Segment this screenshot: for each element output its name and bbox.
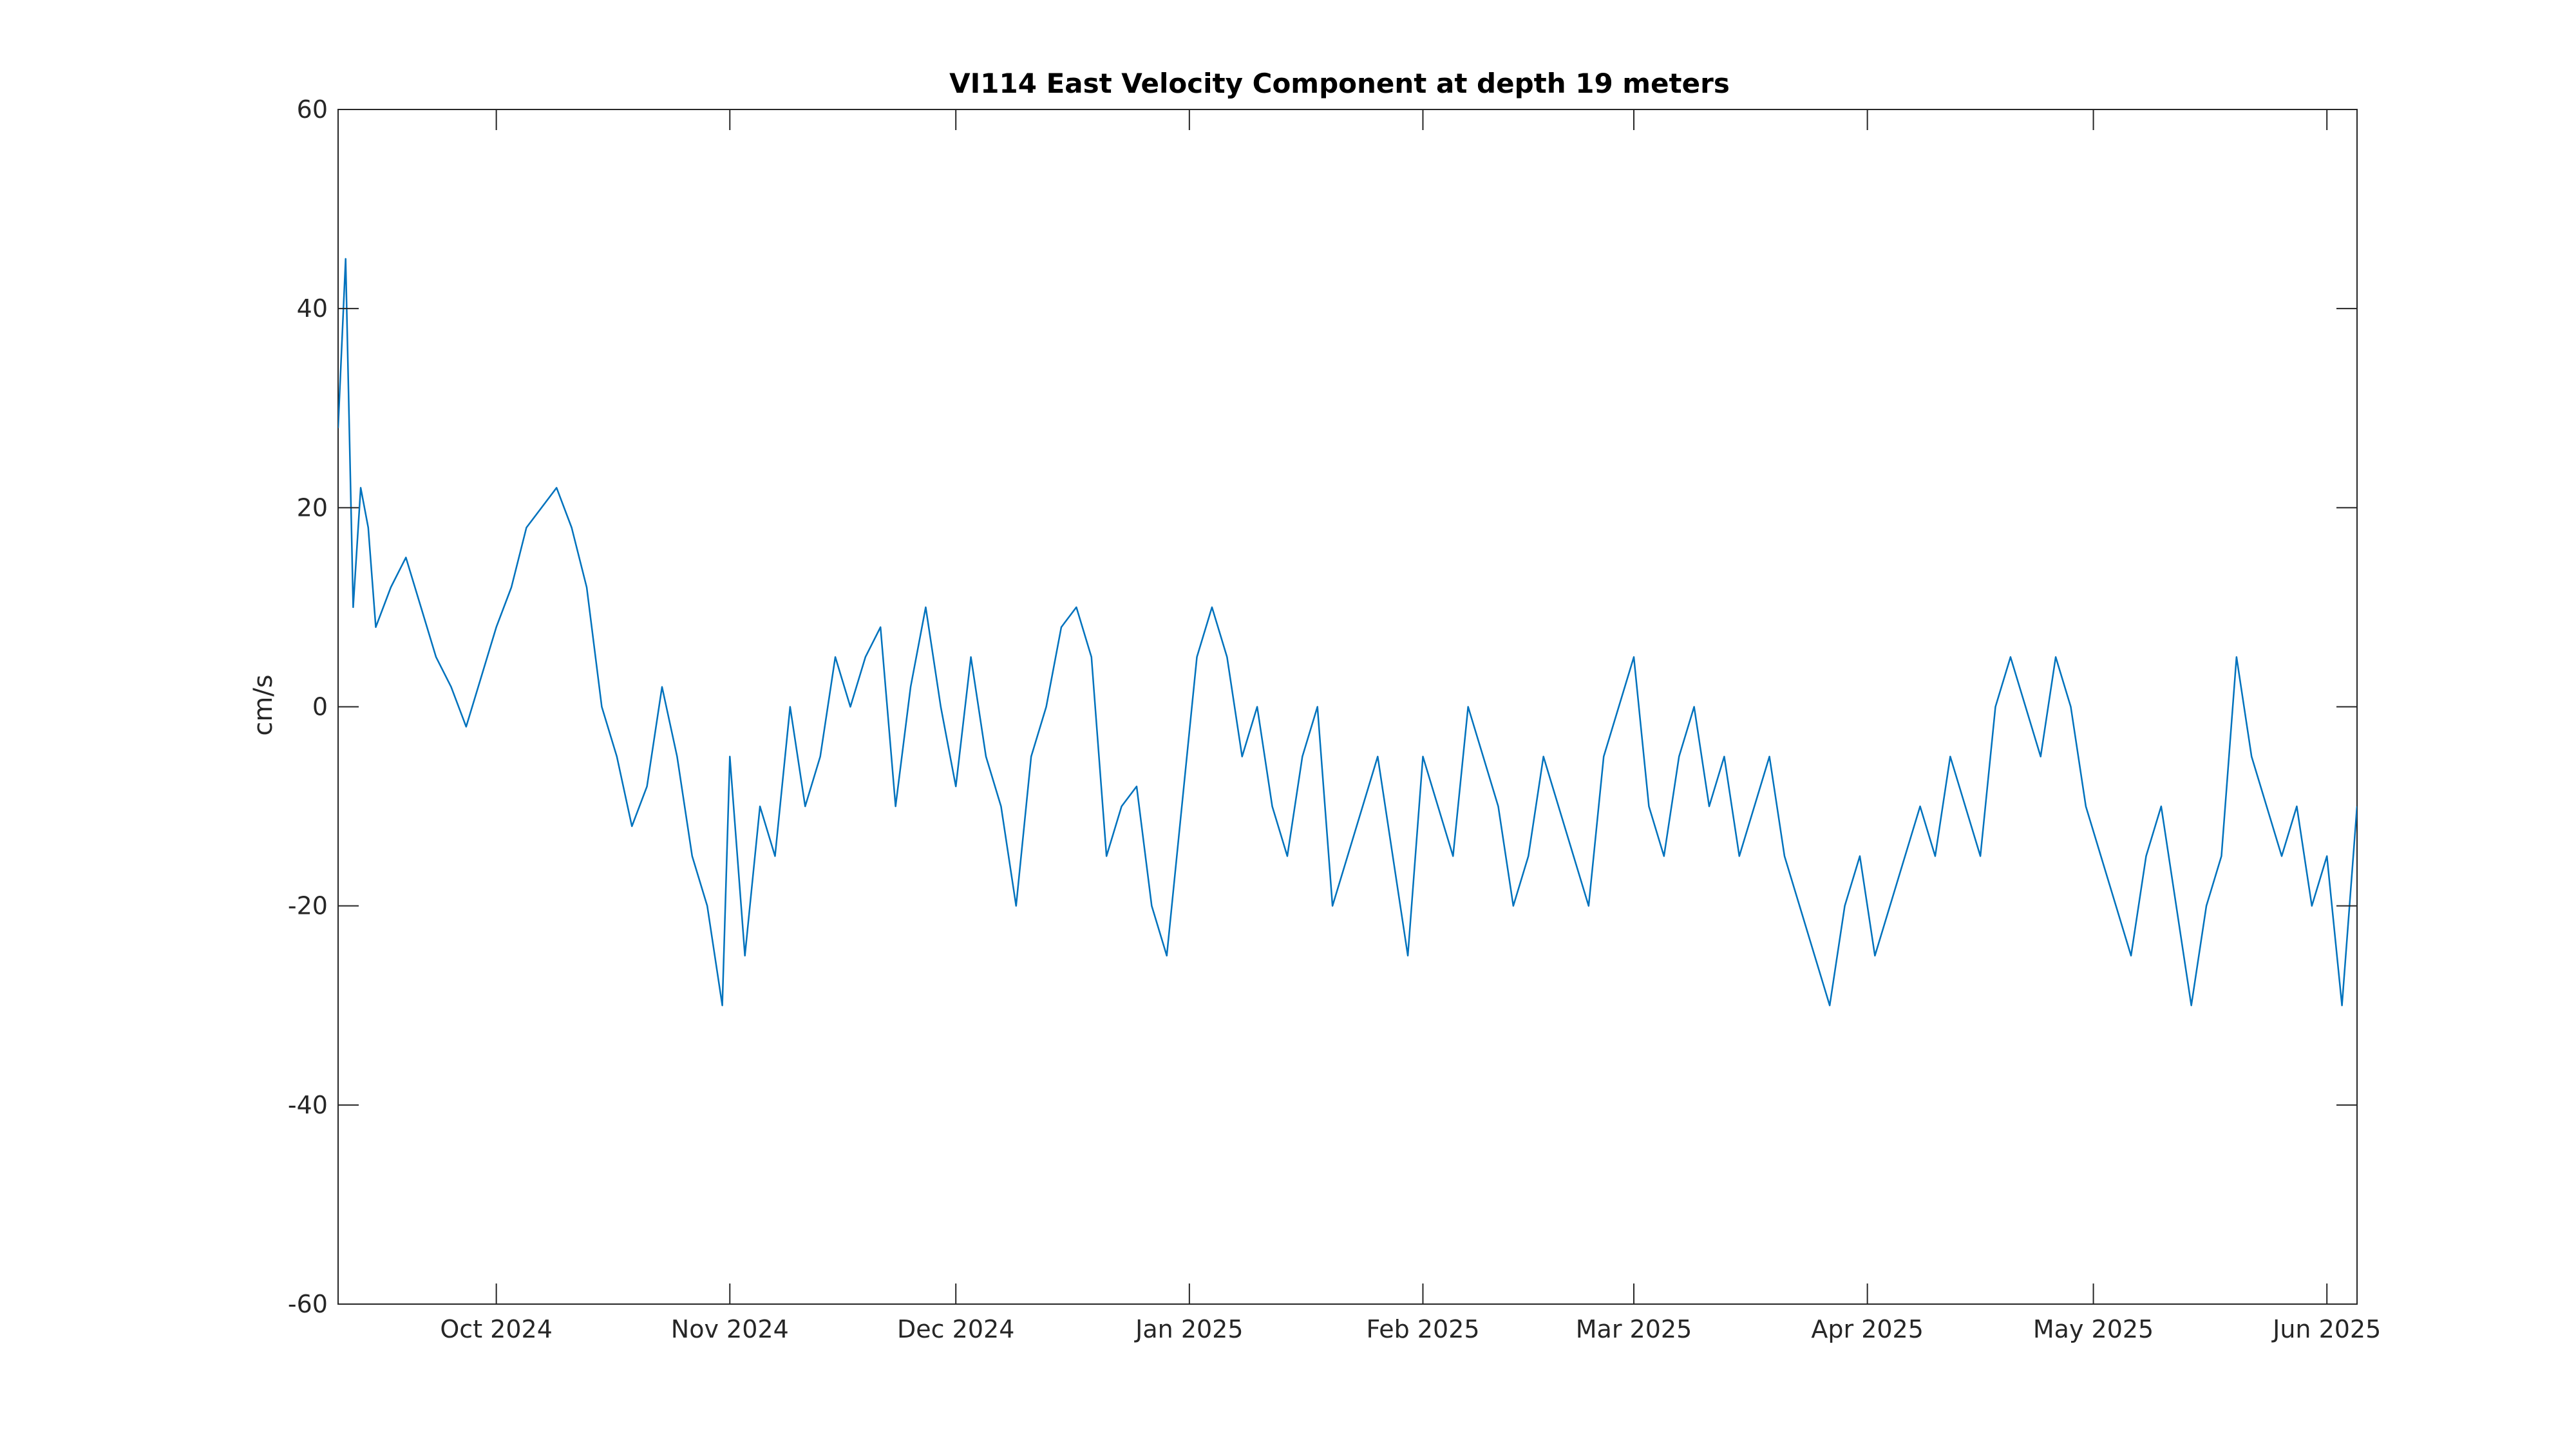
x-tick-label: Mar 2025 — [1576, 1315, 1692, 1343]
y-tick-label: 40 — [297, 294, 328, 323]
x-tick-label: Jan 2025 — [1134, 1315, 1243, 1343]
y-tick-label: 60 — [297, 95, 328, 124]
y-tick-label: 0 — [312, 693, 328, 721]
y-tick-label: 20 — [297, 493, 328, 522]
x-tick-label: May 2025 — [2033, 1315, 2154, 1343]
x-tick-label: Apr 2025 — [1811, 1315, 1924, 1343]
x-tick-label: Dec 2024 — [897, 1315, 1014, 1343]
series-line-0 — [338, 258, 2357, 1007]
plot-layer: Oct 2024 Nov 2024 Dec 2024 Jan 2025 Feb 2025… — [288, 95, 2381, 1343]
y-tick-label: -40 — [288, 1091, 328, 1119]
y-tick-label: -20 — [288, 892, 328, 920]
y-axis-label: cm/s — [249, 674, 278, 735]
x-tick-label: Feb 2025 — [1366, 1315, 1479, 1343]
x-tick-label: Oct 2024 — [440, 1315, 553, 1343]
chart-title: VI114 East Velocity Component at depth 1… — [949, 68, 1730, 99]
x-tick-label: Jun 2025 — [2271, 1315, 2381, 1343]
y-tick-label: -60 — [288, 1290, 328, 1318]
x-tick-label: Nov 2024 — [671, 1315, 789, 1343]
